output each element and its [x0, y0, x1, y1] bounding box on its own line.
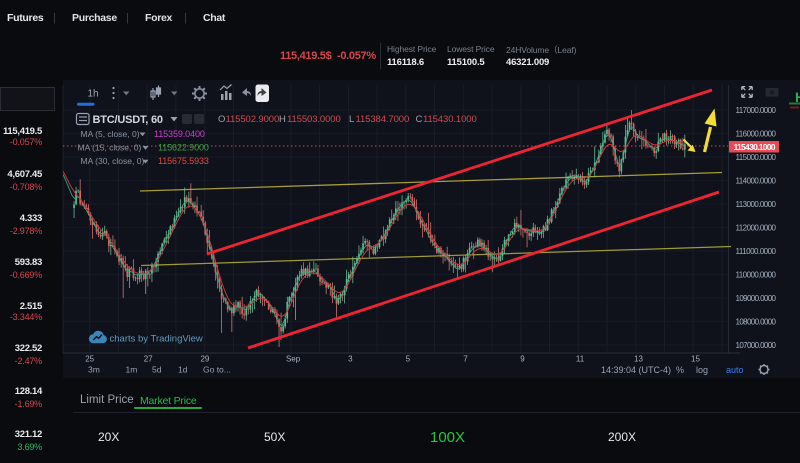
svg-text:1d: 1d: [178, 365, 188, 375]
svg-text:MA (5, close, 0): MA (5, close, 0): [81, 129, 140, 139]
svg-text:1m: 1m: [126, 365, 138, 375]
svg-text:Go to...: Go to...: [203, 365, 231, 375]
svg-text:L: L: [349, 114, 354, 125]
svg-text:auto: auto: [726, 365, 744, 375]
svg-text:109000.0000: 109000.0000: [736, 294, 777, 303]
svg-text:1h: 1h: [88, 89, 99, 100]
svg-text:111000.0000: 111000.0000: [736, 247, 777, 256]
svg-text:27: 27: [144, 355, 153, 364]
svg-text:11: 11: [576, 355, 585, 364]
svg-text:%: %: [676, 365, 684, 375]
svg-text:3: 3: [348, 355, 353, 364]
svg-text:115000.0000: 115000.0000: [736, 153, 777, 162]
svg-text:H: H: [279, 114, 286, 125]
svg-text:29: 29: [200, 355, 209, 364]
svg-text:117000.0000: 117000.0000: [736, 106, 777, 115]
svg-text:115430.1000: 115430.1000: [423, 114, 477, 125]
svg-text:C: C: [416, 114, 423, 125]
svg-text:Sep: Sep: [286, 355, 301, 364]
svg-text:15: 15: [691, 355, 700, 364]
svg-text:3m: 3m: [88, 365, 100, 375]
svg-text:H: H: [795, 89, 800, 105]
svg-text:MA (15, close, 0): MA (15, close, 0): [78, 142, 142, 152]
svg-text:log: log: [696, 365, 708, 375]
svg-text:116000.0000: 116000.0000: [736, 129, 777, 138]
svg-text:110000.0000: 110000.0000: [736, 270, 777, 279]
svg-text:115359.0400: 115359.0400: [154, 129, 205, 139]
svg-text:charts by TradingView: charts by TradingView: [110, 334, 203, 345]
svg-text:112000.0000: 112000.0000: [736, 223, 777, 232]
svg-text:BTC/USDT, 60: BTC/USDT, 60: [93, 114, 163, 126]
svg-text:7: 7: [463, 355, 468, 364]
svg-text:9: 9: [520, 355, 525, 364]
svg-text:14:39:04 (UTC-4): 14:39:04 (UTC-4): [601, 365, 671, 375]
svg-text:O: O: [218, 114, 225, 125]
svg-text:13: 13: [634, 355, 643, 364]
svg-text:115622.9000: 115622.9000: [158, 142, 209, 152]
svg-text:114000.0000: 114000.0000: [736, 176, 777, 185]
svg-text:108000.0000: 108000.0000: [736, 317, 777, 326]
svg-text:115502.9000: 115502.9000: [226, 114, 280, 125]
svg-text:113000.0000: 113000.0000: [736, 200, 777, 209]
svg-text:107000.0000: 107000.0000: [736, 341, 777, 350]
svg-text:115503.0000: 115503.0000: [287, 114, 341, 125]
svg-text:25: 25: [85, 355, 94, 364]
svg-text:MA (30, close, 0): MA (30, close, 0): [81, 156, 145, 166]
svg-text:115384.7000: 115384.7000: [356, 114, 410, 125]
svg-text:5: 5: [406, 355, 411, 364]
svg-text:5d: 5d: [152, 365, 162, 375]
svg-text:115675.5933: 115675.5933: [158, 156, 209, 166]
svg-text:115430.1000: 115430.1000: [734, 142, 776, 152]
